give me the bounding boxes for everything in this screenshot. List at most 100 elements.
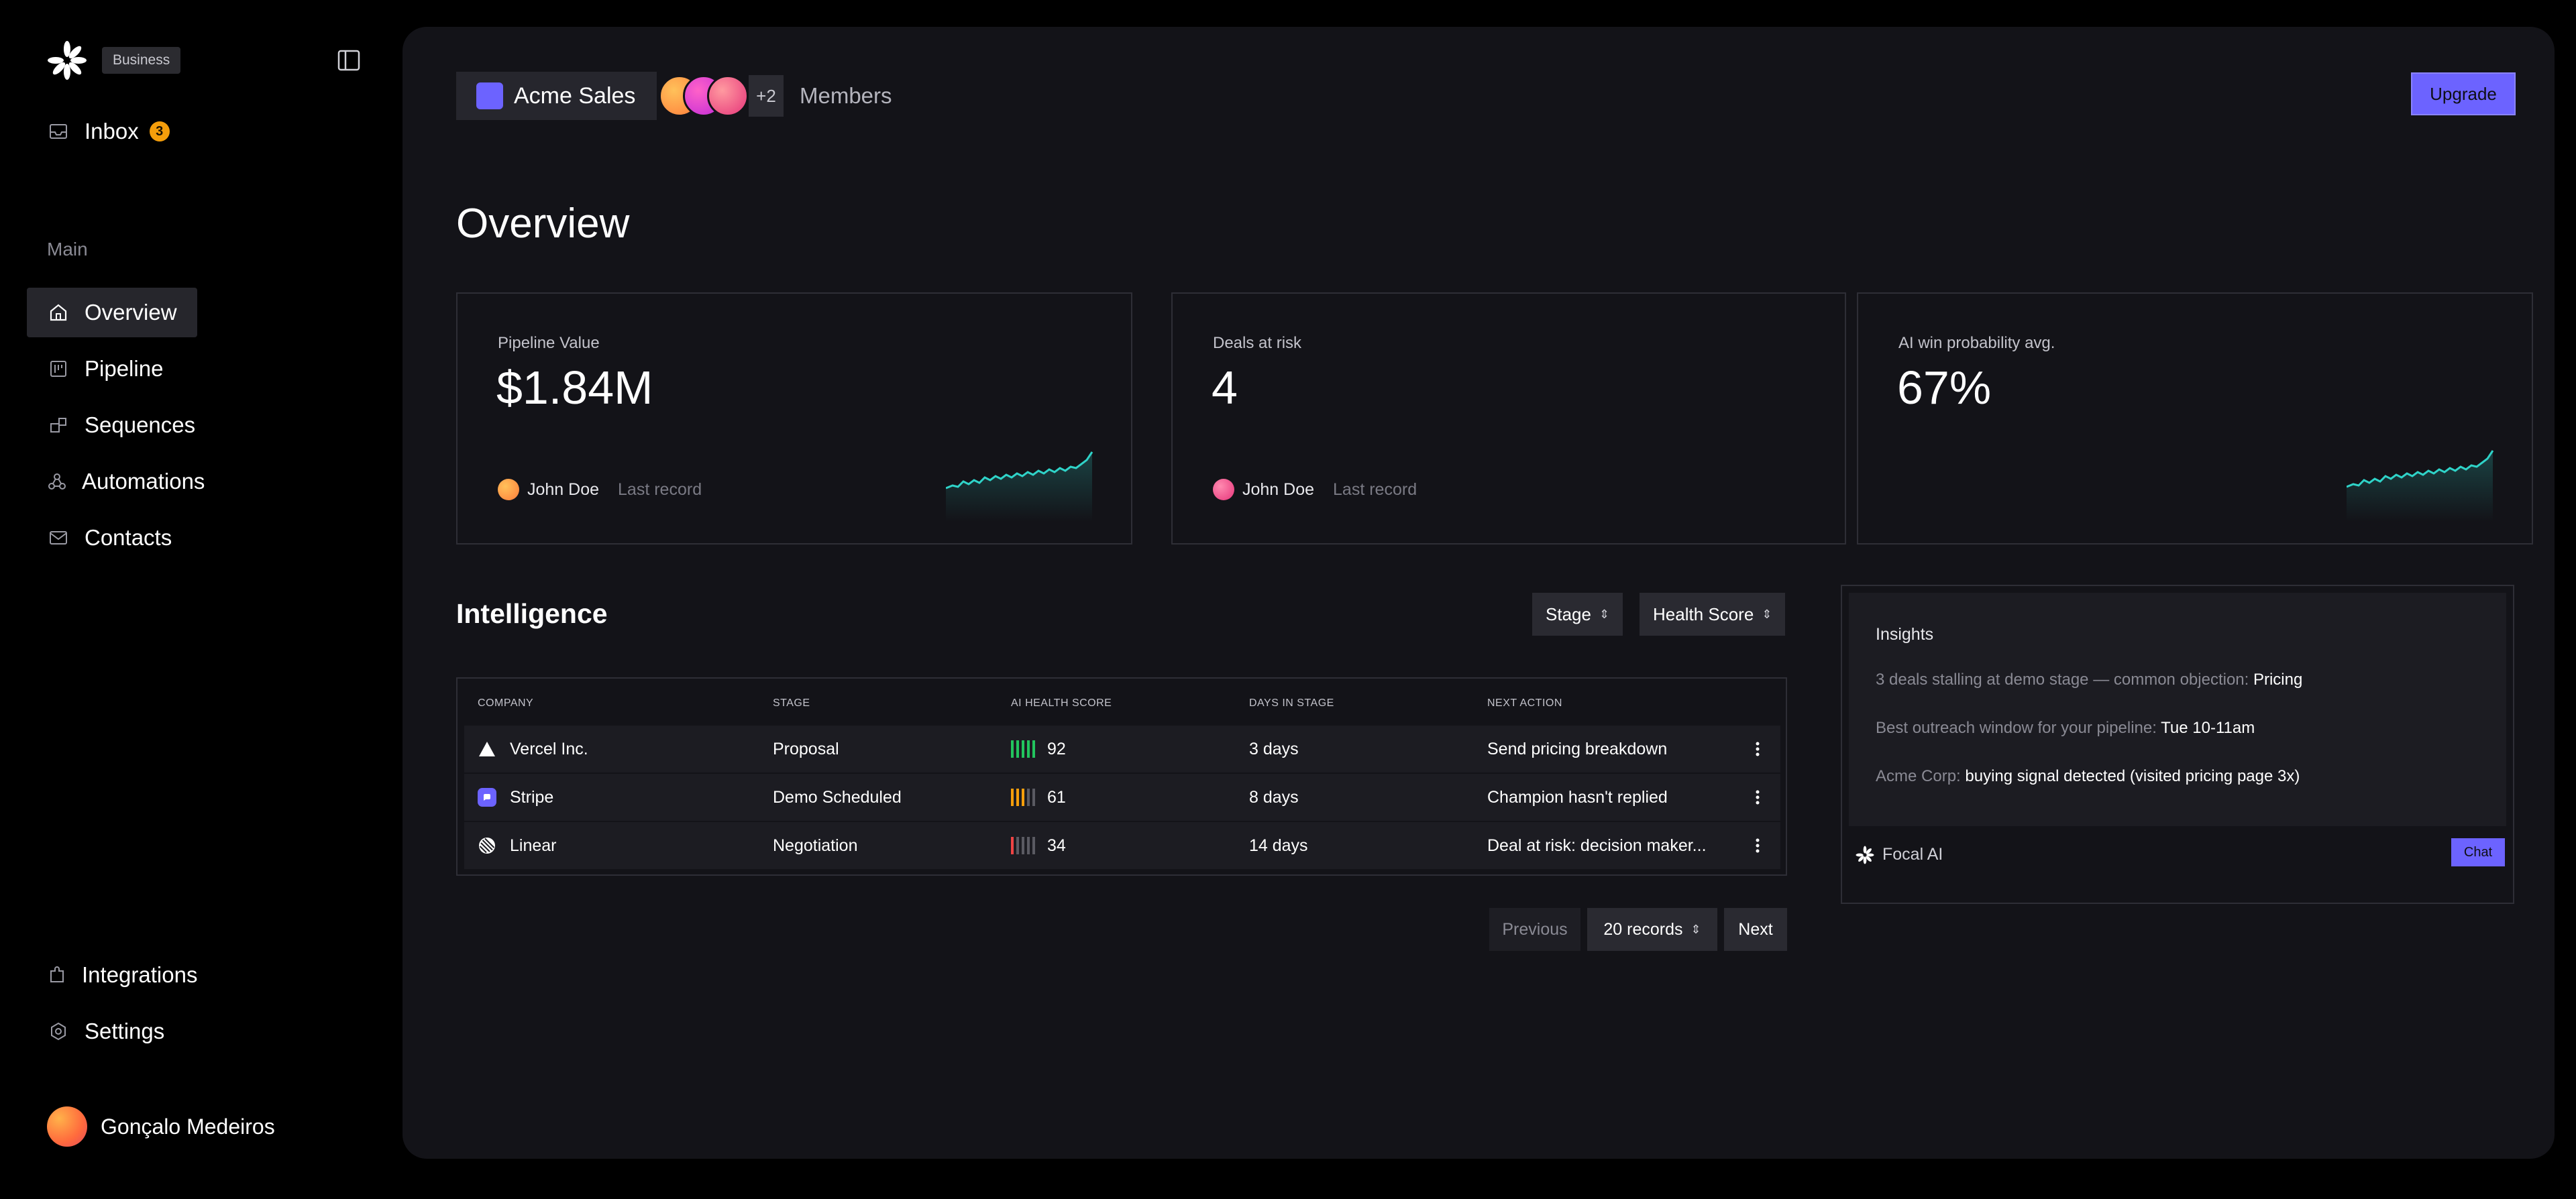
stage-filter-dropdown[interactable]: Stage ⇕ xyxy=(1532,593,1623,636)
records-label: 20 records xyxy=(1603,919,1683,939)
page-title: Overview xyxy=(456,201,630,247)
stage-cell: Proposal xyxy=(773,739,839,758)
linear-logo-icon xyxy=(478,836,496,855)
sidebar-item-settings[interactable]: Settings xyxy=(27,1007,197,1056)
kpi-value: 4 xyxy=(1212,361,1238,414)
kpi-owner: John Doe xyxy=(1242,479,1315,499)
table-header: COMPANY STAGE AI HEALTH SCORE DAYS IN ST… xyxy=(458,679,1786,723)
sidebar-item-sequences[interactable]: Sequences xyxy=(27,400,197,450)
avatar xyxy=(498,479,519,500)
column-header[interactable]: AI HEALTH SCORE xyxy=(1011,697,1112,709)
assistant-footer: Focal AI xyxy=(1856,845,1943,864)
focal-ai-logo-icon xyxy=(1856,845,1874,864)
user-profile[interactable]: Gonçalo Medeiros xyxy=(47,1106,275,1147)
sidebar-item-label: Pipeline xyxy=(85,356,164,381)
health-score-bars xyxy=(1011,837,1035,854)
days-in-stage-cell: 14 days xyxy=(1249,836,1308,855)
sidebar-item-label: Integrations xyxy=(82,962,198,987)
automations-icon xyxy=(47,470,67,493)
stage-cell: Demo Scheduled xyxy=(773,787,902,807)
sidebar-item-label: Settings xyxy=(85,1019,165,1043)
sidebar-item-automations[interactable]: Automations xyxy=(27,457,205,506)
health-score-bars xyxy=(1011,740,1035,758)
logo-icon[interactable] xyxy=(47,40,87,80)
health-score-value: 92 xyxy=(1047,739,1066,758)
kpi-label: Deals at risk xyxy=(1213,334,1302,352)
table-row[interactable]: Stripe Demo Scheduled 61 8 days Champion… xyxy=(464,774,1780,821)
company-name: Vercel Inc. xyxy=(510,739,588,758)
avatar xyxy=(47,1106,87,1147)
insight-text: Best outreach window for your pipeline: xyxy=(1876,719,2161,737)
sidebar-toggle-icon[interactable] xyxy=(335,47,362,74)
kpi-card-pipeline-value: Pipeline Value $1.84M John Doe Last reco… xyxy=(456,292,1132,545)
kpi-footer: John Doe Last record xyxy=(1213,479,1417,500)
company-name: Stripe xyxy=(510,787,554,807)
chevron-updown-icon: ⇕ xyxy=(1599,607,1610,621)
more-options-icon[interactable] xyxy=(1748,740,1767,758)
chat-button[interactable]: Chat xyxy=(2451,838,2505,866)
sidebar-item-contacts[interactable]: Contacts xyxy=(27,513,197,563)
inbox-count-badge: 3 xyxy=(149,121,170,141)
kpi-footer: John Doe Last record xyxy=(498,479,702,500)
kpi-owner: John Doe xyxy=(527,479,600,499)
more-options-icon[interactable] xyxy=(1748,836,1767,855)
column-header[interactable]: COMPANY xyxy=(478,697,534,709)
insight-text: Acme Corp: xyxy=(1876,767,1966,785)
pipeline-icon xyxy=(47,357,70,380)
company-cell: Vercel Inc. xyxy=(478,726,588,773)
upgrade-button[interactable]: Upgrade xyxy=(2411,72,2516,115)
section-label-main: Main xyxy=(47,239,88,260)
sidebar-item-label: Sequences xyxy=(85,412,196,437)
insight-item: Acme Corp: buying signal detected (visit… xyxy=(1876,767,2300,786)
plan-badge: Business xyxy=(102,47,181,74)
insight-item: 3 deals stalling at demo stage — common … xyxy=(1876,671,2302,689)
health-score-value: 61 xyxy=(1047,787,1066,807)
stage-cell: Negotiation xyxy=(773,836,858,855)
kpi-card-deals-at-risk: Deals at risk 4 John Doe Last record xyxy=(1171,292,1846,545)
next-action-cell: Send pricing breakdown xyxy=(1487,739,1668,758)
insight-item: Best outreach window for your pipeline: … xyxy=(1876,719,2255,738)
previous-page-button[interactable]: Previous xyxy=(1489,908,1580,951)
inbox-icon xyxy=(47,120,70,143)
avatar xyxy=(707,75,749,117)
chevron-updown-icon: ⇕ xyxy=(1690,922,1701,936)
home-icon xyxy=(47,301,70,324)
health-score-filter-dropdown[interactable]: Health Score ⇕ xyxy=(1640,593,1786,636)
sidebar-item-integrations[interactable]: Integrations xyxy=(27,950,197,1000)
days-in-stage-cell: 3 days xyxy=(1249,739,1299,758)
insight-text: 3 deals stalling at demo stage — common … xyxy=(1876,671,2253,689)
sidebar: Business Inbox 3 Main Overview Pipeline … xyxy=(0,0,401,1199)
deals-table: COMPANY STAGE AI HEALTH SCORE DAYS IN ST… xyxy=(456,677,1787,876)
section-title-intelligence: Intelligence xyxy=(456,598,608,629)
kpi-label: AI win probability avg. xyxy=(1898,334,2055,352)
sidebar-item-label: Overview xyxy=(85,300,177,325)
column-header[interactable]: DAYS IN STAGE xyxy=(1249,697,1334,709)
assistant-name: Focal AI xyxy=(1882,845,1943,864)
sidebar-item-label: Automations xyxy=(82,469,205,494)
records-per-page-dropdown[interactable]: 20 records ⇕ xyxy=(1587,908,1717,951)
company-cell: Linear xyxy=(478,822,557,869)
workspace-switcher[interactable]: Acme Sales xyxy=(456,72,657,120)
sidebar-item-overview[interactable]: Overview xyxy=(27,288,197,337)
table-row[interactable]: Linear Negotiation 34 14 days Deal at ri… xyxy=(464,822,1780,869)
health-score-cell: 61 xyxy=(1011,774,1066,821)
column-header[interactable]: NEXT ACTION xyxy=(1487,697,1562,709)
health-score-cell: 92 xyxy=(1011,726,1066,773)
more-options-icon[interactable] xyxy=(1748,788,1767,807)
user-name: Gonçalo Medeiros xyxy=(101,1114,275,1139)
next-page-button[interactable]: Next xyxy=(1724,908,1787,951)
column-header[interactable]: STAGE xyxy=(773,697,810,709)
sidebar-item-inbox[interactable]: Inbox 3 xyxy=(27,107,197,156)
next-action-cell: Deal at risk: decision maker... xyxy=(1487,836,1707,855)
sidebar-item-label: Contacts xyxy=(85,525,172,550)
insights-body: Insights 3 deals stalling at demo stage … xyxy=(1849,593,2506,826)
next-action-cell: Champion hasn't replied xyxy=(1487,787,1668,807)
members-group[interactable]: +2 Members xyxy=(659,74,892,118)
settings-icon xyxy=(47,1020,70,1043)
kpi-meta: Last record xyxy=(1333,479,1417,499)
sidebar-item-pipeline[interactable]: Pipeline xyxy=(27,344,197,394)
kpi-meta: Last record xyxy=(618,479,702,499)
table-row[interactable]: Vercel Inc. Proposal 92 3 days Send pric… xyxy=(464,726,1780,773)
stripe-logo-icon xyxy=(478,788,496,807)
insight-highlight: Tue 10-11am xyxy=(2161,719,2255,737)
